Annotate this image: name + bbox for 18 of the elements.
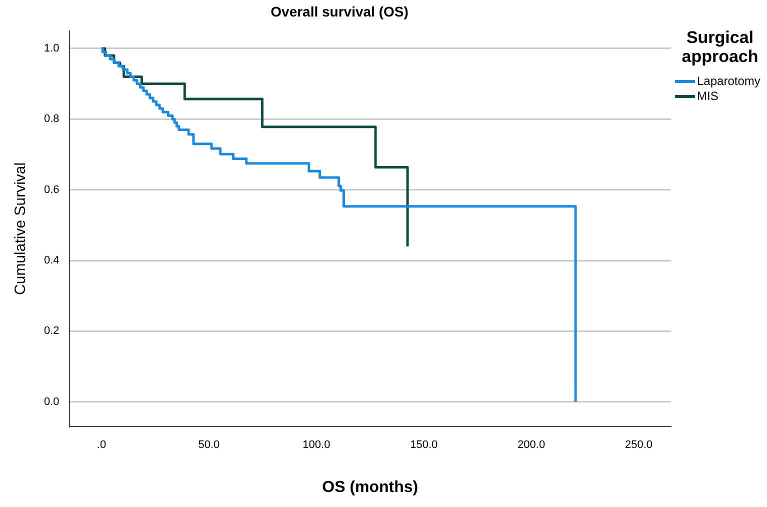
y-axis-title: Cumulative Survival [12,162,30,295]
legend-title: Surgical approach [680,28,760,66]
y-tick-label: 0.0 [44,396,60,408]
y-tick-label: 0.6 [44,184,60,196]
x-tick-label: 200.0 [518,439,546,452]
x-tick-label: 50.0 [198,439,220,452]
x-tick-label: 100.0 [302,439,330,452]
y-tick-label: 0.8 [44,113,60,126]
x-tick-label: .0 [96,439,106,452]
y-tick-label: 0.2 [44,325,60,338]
x-tick-label: 150.0 [410,439,438,452]
chart-title: Overall survival (OS) [270,3,408,20]
y-tick-label: 0.4 [44,254,60,267]
legend-label: Laparotomy [697,74,760,88]
x-axis-title: OS (months) [322,478,418,496]
legend-label: MIS [697,89,718,103]
y-tick-label: 1.0 [44,42,60,54]
x-tick-label: 250.0 [625,439,653,452]
